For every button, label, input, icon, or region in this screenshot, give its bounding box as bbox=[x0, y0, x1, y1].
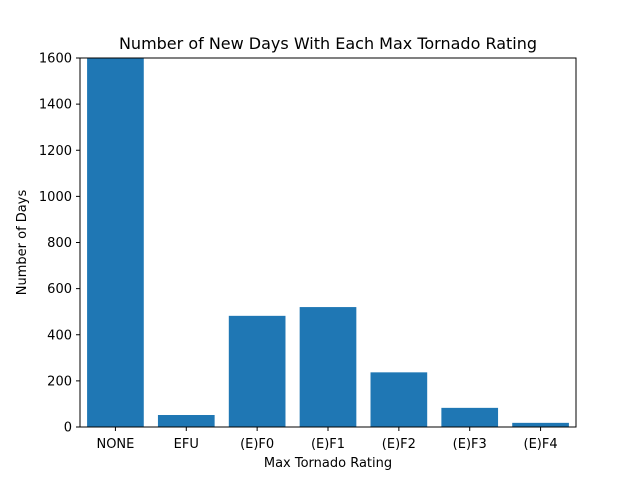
x-tick-label-3: (E)F1 bbox=[311, 437, 345, 452]
x-tick-label-1: EFU bbox=[174, 437, 199, 452]
y-tick-label-4: 800 bbox=[47, 236, 72, 251]
x-tick-label-0: NONE bbox=[96, 437, 134, 452]
x-tick-label-5: (E)F3 bbox=[453, 437, 487, 452]
y-tick-label-6: 1200 bbox=[39, 144, 72, 159]
y-tick-label-7: 1400 bbox=[39, 98, 72, 113]
bar-5 bbox=[441, 407, 499, 427]
bars-group bbox=[87, 58, 569, 427]
y-tick-label-0: 0 bbox=[64, 421, 72, 436]
y-axis-ticks: 0 200 400 600 800 1000 1200 1400 1600 bbox=[39, 52, 80, 436]
bar-2 bbox=[228, 315, 286, 427]
y-tick-label-8: 1600 bbox=[39, 52, 72, 67]
bar-1 bbox=[157, 415, 215, 427]
y-tick-label-3: 600 bbox=[47, 282, 72, 297]
x-tick-label-6: (E)F4 bbox=[524, 437, 558, 452]
bar-6 bbox=[512, 422, 569, 427]
bar-4 bbox=[370, 372, 428, 427]
y-tick-label-2: 400 bbox=[47, 328, 72, 343]
chart-title: Number of New Days With Each Max Tornado… bbox=[119, 34, 537, 53]
bar-0 bbox=[87, 58, 144, 427]
x-axis-ticks: NONE EFU (E)F0 (E)F1 (E)F2 (E)F3 (E)F4 bbox=[96, 427, 558, 452]
plot-frame bbox=[79, 57, 577, 428]
y-tick-label-5: 1000 bbox=[39, 190, 72, 205]
bar-3 bbox=[299, 307, 357, 427]
y-axis-label: Number of Days bbox=[15, 190, 30, 296]
x-tick-label-4: (E)F2 bbox=[382, 437, 416, 452]
y-tick-label-1: 200 bbox=[47, 374, 72, 389]
x-tick-label-2: (E)F0 bbox=[240, 437, 274, 452]
x-axis-label: Max Tornado Rating bbox=[264, 456, 392, 471]
